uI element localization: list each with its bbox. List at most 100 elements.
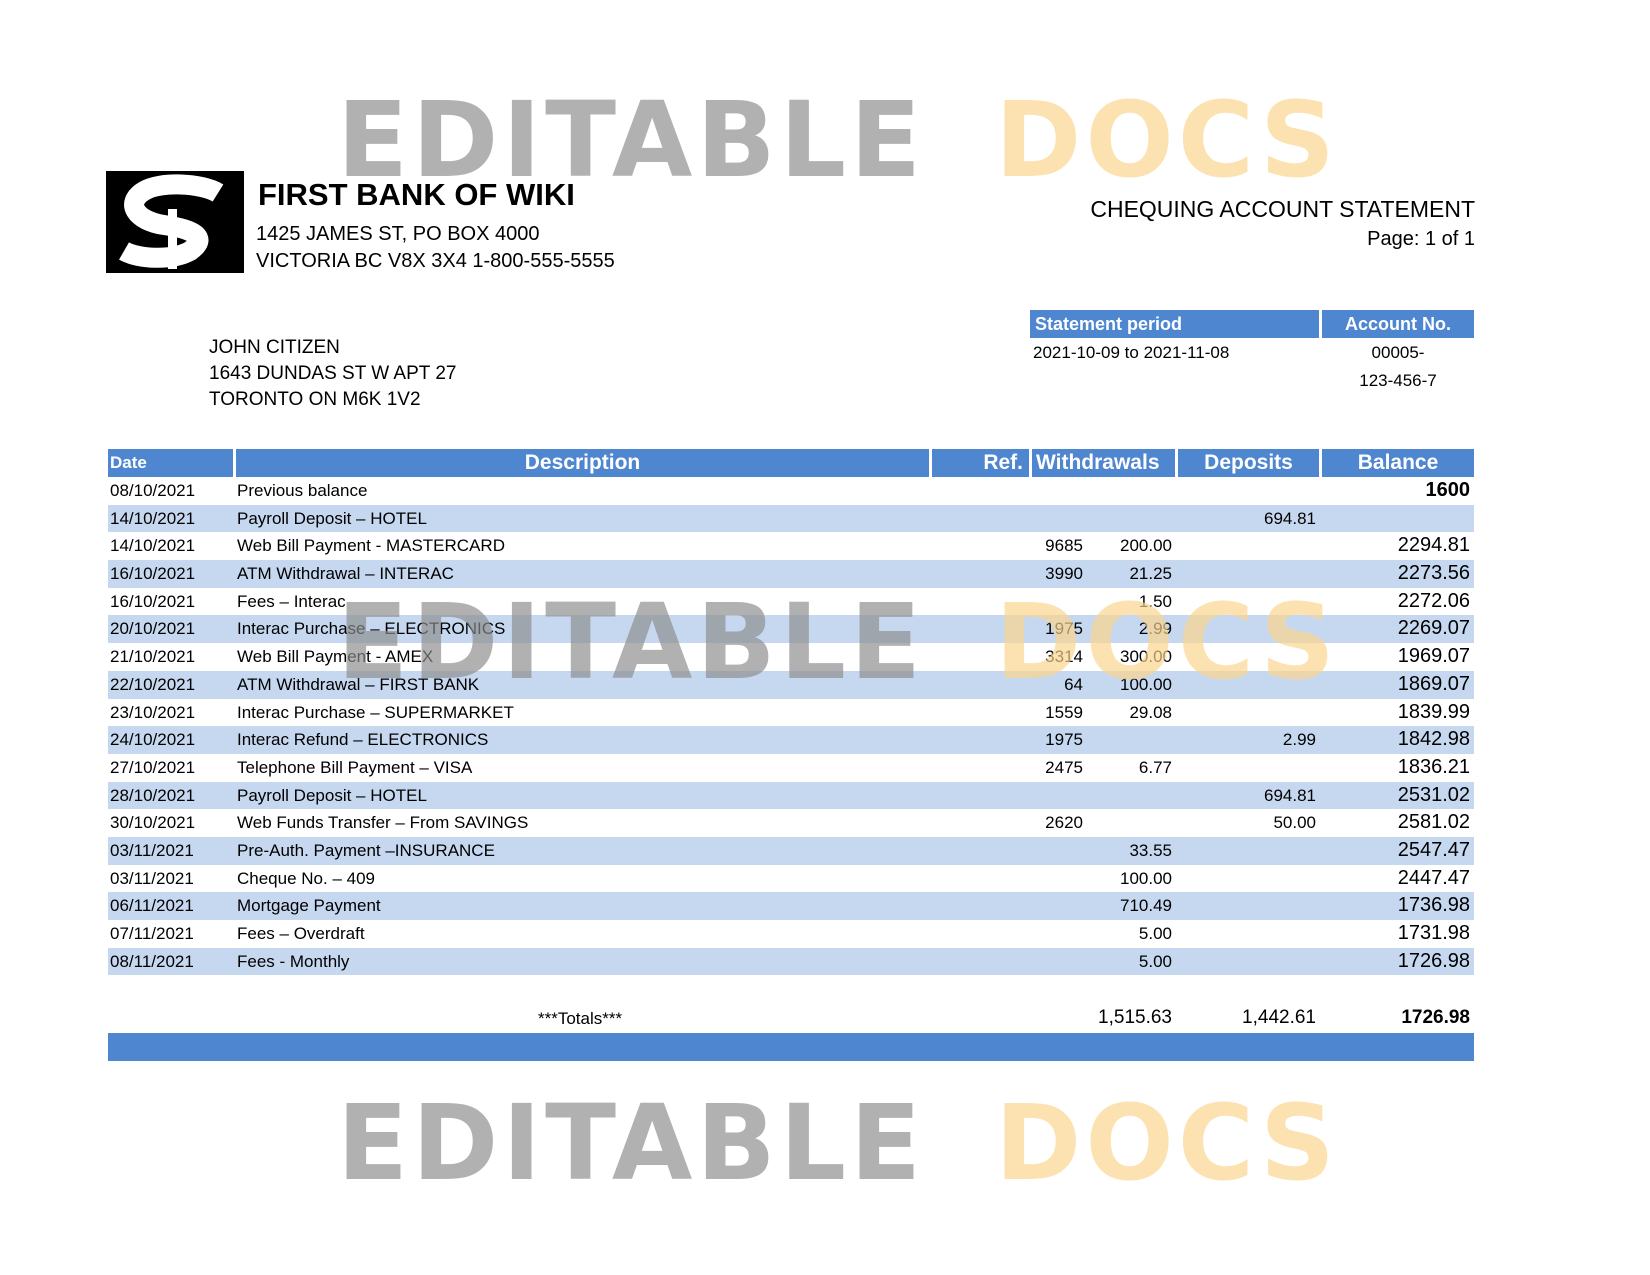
- cell-date: 24/10/2021: [110, 730, 196, 750]
- table-row: 28/10/2021 Payroll Deposit – HOTEL 694.8…: [108, 781, 1474, 810]
- column-header-description: Description: [236, 449, 929, 477]
- table-row: 03/11/2021 Cheque No. – 409 100.00 2447.…: [108, 865, 1474, 893]
- table-header: Date Description Ref. Withdrawals Deposi…: [108, 449, 1474, 477]
- cell-withdrawal: 5.00: [1138, 951, 1172, 971]
- cell-description: Pre-Auth. Payment –INSURANCE: [237, 840, 495, 860]
- account-number-header: Account No.: [1322, 310, 1474, 338]
- table-row: 08/10/2021 Previous balance 1600: [108, 477, 1474, 505]
- cell-date: 30/10/2021: [110, 813, 196, 833]
- totals-balance: 1726.98: [1401, 1007, 1470, 1028]
- cell-withdrawal: 100.00: [1120, 674, 1172, 694]
- page-number: Page: 1 of 1: [1367, 228, 1475, 250]
- table-row: 22/10/2021 ATM Withdrawal – FIRST BANK 6…: [108, 670, 1474, 699]
- cell-description: Payroll Deposit – HOTEL: [237, 785, 427, 805]
- customer-address-line2: TORONTO ON M6K 1V2: [209, 389, 421, 410]
- watermark-word2: DOCS: [995, 79, 1339, 201]
- cell-balance: 2447.47: [1397, 866, 1470, 889]
- cell-description: Interac Purchase – ELECTRONICS: [237, 619, 506, 639]
- cell-balance: 2272.06: [1397, 589, 1470, 612]
- cell-ref: 9685: [1045, 536, 1083, 556]
- table-row: 03/11/2021 Pre-Auth. Payment –INSURANCE …: [108, 836, 1474, 865]
- watermark-word2: DOCS: [995, 1082, 1339, 1204]
- cell-description: Previous balance: [237, 481, 368, 500]
- cell-date: 20/10/2021: [110, 619, 196, 639]
- cell-date: 07/11/2021: [110, 924, 194, 943]
- cell-balance: 1600: [1425, 479, 1471, 501]
- cell-description: Fees – Interac: [237, 591, 346, 611]
- table-row: 16/10/2021 ATM Withdrawal – INTERAC 3990…: [108, 560, 1474, 588]
- cell-withdrawal: 1.50: [1138, 591, 1172, 611]
- cell-balance: 1842.98: [1397, 728, 1470, 751]
- table-row: 16/10/2021 Fees – Interac 1.50 2272.06: [108, 588, 1474, 616]
- cell-balance: 1869.07: [1397, 672, 1470, 695]
- cell-deposit: 694.81: [1264, 785, 1316, 805]
- cell-date: 28/10/2021: [110, 785, 196, 805]
- cell-description: Web Funds Transfer – From SAVINGS: [237, 813, 529, 833]
- cell-withdrawal: 21.25: [1129, 564, 1172, 584]
- table-row: 07/11/2021 Fees – Overdraft 5.00 1731.98: [108, 920, 1474, 948]
- footer-bar: [108, 1033, 1474, 1061]
- cell-description: Web Bill Payment - MASTERCARD: [237, 536, 505, 556]
- table-row: 14/10/2021 Payroll Deposit – HOTEL 694.8…: [108, 504, 1474, 533]
- cell-withdrawal: 29.08: [1129, 702, 1172, 722]
- cell-balance: 2547.47: [1397, 838, 1470, 861]
- dollar-sign-icon: [106, 171, 244, 273]
- cell-description: Web Bill Payment - AMEX: [237, 647, 434, 667]
- cell-ref: 3314: [1045, 647, 1083, 667]
- customer-address-line1: 1643 DUNDAS ST W APT 27: [209, 363, 457, 384]
- column-header-date: Date: [108, 449, 233, 477]
- watermark-word1: EDITABLE: [337, 1082, 926, 1204]
- cell-ref: 64: [1064, 674, 1083, 694]
- cell-balance: 2269.07: [1397, 617, 1470, 640]
- cell-withdrawal: 200.00: [1120, 536, 1172, 556]
- cell-date: 27/10/2021: [110, 757, 196, 777]
- table-row: 14/10/2021 Web Bill Payment - MASTERCARD…: [108, 532, 1474, 560]
- cell-description: Telephone Bill Payment – VISA: [237, 757, 473, 777]
- cell-description: Cheque No. – 409: [237, 868, 375, 888]
- cell-date: 08/10/2021: [110, 481, 196, 500]
- cell-ref: 3990: [1045, 564, 1083, 584]
- cell-deposit: 50.00: [1273, 813, 1316, 833]
- cell-description: Interac Purchase – SUPERMARKET: [237, 702, 514, 722]
- cell-date: 03/11/2021: [110, 840, 194, 860]
- cell-description: ATM Withdrawal – INTERAC: [237, 564, 454, 584]
- cell-description: Mortgage Payment: [237, 896, 381, 916]
- statement-period-header: Statement period: [1030, 310, 1319, 338]
- table-row: 21/10/2021 Web Bill Payment - AMEX 3314 …: [108, 643, 1474, 671]
- transactions-table: Date Description Ref. Withdrawals Deposi…: [108, 449, 1474, 976]
- totals-label: ***Totals***: [538, 1009, 623, 1028]
- cell-balance: 2531.02: [1397, 783, 1470, 806]
- cell-withdrawal: 5.00: [1138, 924, 1172, 943]
- cell-balance: 1969.07: [1397, 645, 1470, 668]
- cell-date: 16/10/2021: [110, 564, 196, 584]
- table-row: 30/10/2021 Web Funds Transfer – From SAV…: [108, 809, 1474, 837]
- cell-description: Payroll Deposit – HOTEL: [237, 508, 427, 528]
- cell-deposit: 694.81: [1264, 508, 1316, 528]
- statement-title: CHEQUING ACCOUNT STATEMENT: [1090, 196, 1475, 222]
- cell-date: 03/11/2021: [110, 868, 194, 888]
- table-row: 08/11/2021 Fees - Monthly 5.00 1726.98: [108, 947, 1474, 976]
- column-header-ref: Ref.: [932, 449, 1029, 477]
- cell-ref: 1975: [1045, 619, 1083, 639]
- bank-logo: [106, 171, 244, 273]
- table-row: 20/10/2021 Interac Purchase – ELECTRONIC…: [108, 615, 1474, 644]
- cell-ref: 1559: [1045, 702, 1083, 722]
- bank-name: FIRST BANK OF WIKI: [258, 177, 575, 212]
- cell-date: 21/10/2021: [110, 647, 196, 667]
- cell-date: 23/10/2021: [110, 702, 196, 722]
- table-row: 23/10/2021 Interac Purchase – SUPERMARKE…: [108, 699, 1474, 727]
- cell-balance: 1731.98: [1397, 922, 1470, 944]
- cell-ref: 2620: [1045, 813, 1083, 833]
- table-row: 06/11/2021 Mortgage Payment 710.49 1736.…: [108, 892, 1474, 920]
- customer-name: JOHN CITIZEN: [209, 337, 340, 358]
- table-row: 24/10/2021 Interac Refund – ELECTRONICS …: [108, 726, 1474, 754]
- account-number-line1: 00005-: [1371, 343, 1425, 362]
- cell-description: Fees – Overdraft: [237, 924, 365, 943]
- cell-balance: 2273.56: [1397, 562, 1470, 585]
- cell-withdrawal: 300.00: [1120, 647, 1172, 667]
- bank-address-line2: VICTORIA BC V8X 3X4 1-800-555-5555: [256, 250, 615, 272]
- watermark: EDITABLE DOCS: [0, 79, 1650, 201]
- account-number-line2: 123-456-7: [1359, 371, 1437, 390]
- cell-balance: 2294.81: [1397, 534, 1470, 557]
- cell-balance: 1839.99: [1397, 700, 1470, 723]
